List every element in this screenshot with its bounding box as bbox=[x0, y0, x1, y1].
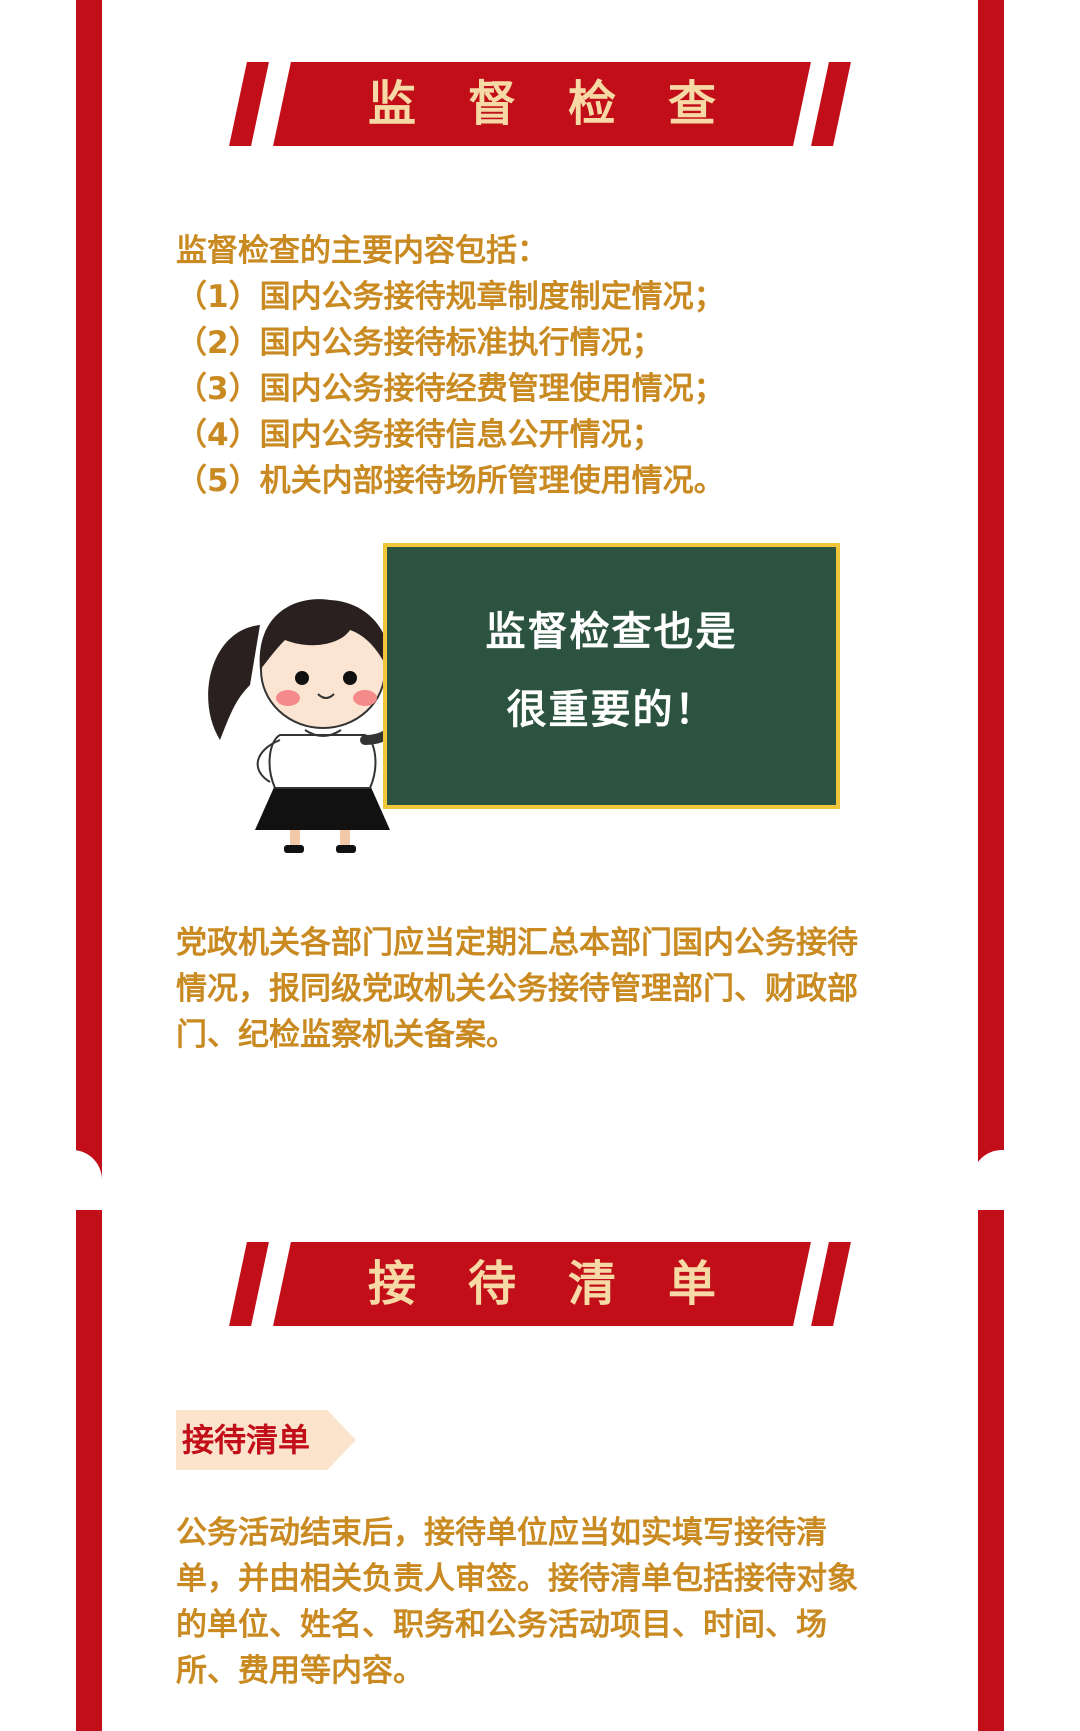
section2-title: 接待清单 bbox=[367, 1256, 768, 1312]
chalkboard: 监督检查也是 很重要的！ bbox=[383, 543, 840, 809]
board-line-2: 很重要的！ bbox=[506, 687, 717, 733]
list-item: （2）国内公务接待标准执行情况； bbox=[176, 325, 663, 361]
list-item: （3）国内公务接待经费管理使用情况； bbox=[176, 371, 725, 407]
cartoon-teacher-illustration bbox=[208, 599, 454, 853]
list-item: （5）机关内部接待场所管理使用情况。 bbox=[176, 463, 725, 499]
list-item: （4）国内公务接待信息公开情况； bbox=[176, 417, 663, 453]
inspection-list: （1）国内公务接待规章制度制定情况； （2）国内公务接待标准执行情况； （3）国… bbox=[176, 274, 896, 504]
frame-right-border bbox=[978, 0, 1004, 1731]
section2-paragraph: 公务活动结束后，接待单位应当如实填写接待清单，并由相关负责人审签。接待清单包括接… bbox=[176, 1515, 858, 1689]
section2-tag-label: 接待清单 bbox=[182, 1421, 311, 1459]
section1-title: 监督检查 bbox=[367, 76, 768, 132]
section1-intro: 监督检查的主要内容包括： bbox=[176, 233, 548, 269]
frame-left-border bbox=[76, 0, 102, 1731]
section1-paragraph: 党政机关各部门应当定期汇总本部门国内公务接待情况，报同级党政机关公务接待管理部门… bbox=[176, 925, 858, 1053]
section2-banner: 接待清单 bbox=[229, 1242, 851, 1326]
section2-tag: 接待清单 bbox=[176, 1410, 356, 1470]
section1-banner: 监督检查 bbox=[229, 62, 851, 146]
section1-content: 监督检查的主要内容包括： （1）国内公务接待规章制度制定情况； （2）国内公务接… bbox=[176, 228, 896, 504]
list-item: （1）国内公务接待规章制度制定情况； bbox=[176, 279, 725, 315]
board-line-1: 监督检查也是 bbox=[485, 609, 738, 655]
